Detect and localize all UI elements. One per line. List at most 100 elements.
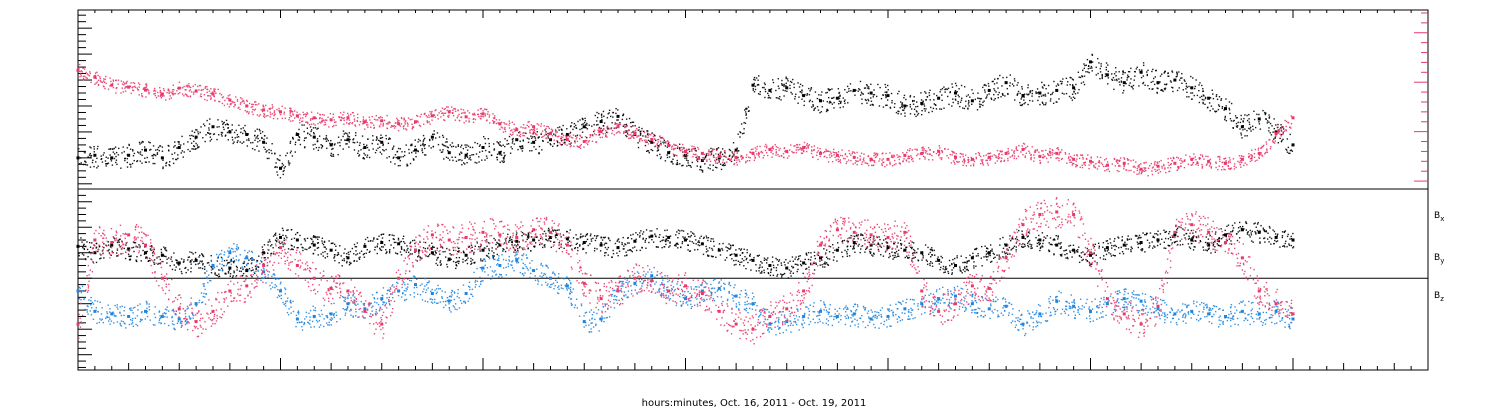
series-ion-density-point — [667, 151, 671, 155]
series-bz-point — [1291, 312, 1295, 316]
series-bx-point — [1207, 243, 1211, 247]
series-ion-density-point — [414, 148, 417, 152]
series-ion-density-point — [1038, 91, 1042, 95]
series-bz-point — [1156, 304, 1160, 308]
series-velocity-point — [549, 132, 552, 136]
series-ion-density-point — [127, 153, 131, 157]
legend-bx: Bx — [1434, 211, 1444, 223]
series-bz-point — [937, 309, 941, 313]
series-by-point — [684, 297, 687, 301]
series-velocity-point — [177, 86, 181, 90]
series-ion-density-point — [1156, 81, 1160, 85]
series-ion-density-point — [1240, 125, 1244, 129]
series-bz-point — [599, 297, 603, 301]
series-ion-density-point — [312, 135, 316, 139]
series-ion-density-point — [565, 133, 569, 137]
series-velocity-point — [93, 75, 97, 79]
series-by-point — [549, 276, 552, 280]
series-ion-density-point — [481, 145, 485, 149]
series-bz-point — [835, 228, 839, 232]
series-bz-point — [515, 235, 519, 239]
series-bx-point — [397, 242, 401, 246]
series-bx-point — [447, 257, 451, 261]
series-velocity-point — [127, 85, 131, 89]
series-ion-density-point — [532, 140, 536, 144]
series-velocity-point — [920, 151, 924, 155]
series-bx-point — [346, 256, 350, 260]
series-velocity-point — [1055, 151, 1059, 155]
series-bx-point — [194, 258, 198, 262]
series-by-point — [1240, 309, 1244, 313]
series-by-point — [144, 309, 147, 313]
series-velocity-point — [498, 122, 502, 126]
series-bz-point — [954, 302, 957, 306]
series-bz-point — [295, 263, 299, 267]
series-bz-point — [1004, 256, 1008, 260]
series-bx-point — [1190, 238, 1194, 242]
series-bz-point — [1038, 212, 1042, 216]
series-by-point — [127, 314, 131, 318]
series-by-point — [751, 302, 755, 306]
series-bz-point — [987, 286, 991, 290]
series-ion-density-point — [549, 138, 552, 142]
series-ion-density-point — [1274, 130, 1278, 134]
series-by-point — [1224, 314, 1227, 318]
time-axis — [77, 10, 1429, 370]
series-ion-density-point — [245, 133, 249, 137]
series-bx-point — [1274, 235, 1278, 239]
series-by-point — [245, 256, 249, 260]
series-bx-point — [1072, 248, 1076, 252]
series-ion-density-point — [920, 101, 924, 105]
series-bx-point — [515, 239, 519, 243]
series-velocity-point — [532, 125, 536, 129]
series-by-point — [582, 320, 586, 324]
series-bz-point — [1190, 223, 1194, 227]
series-ion-density-point — [1173, 78, 1177, 82]
series-velocity-point — [768, 147, 772, 151]
series-velocity-point — [1072, 157, 1076, 161]
series-by-point — [312, 314, 316, 318]
series-velocity-point — [346, 116, 350, 120]
series-velocity-point — [1038, 154, 1042, 158]
series-bx-point — [177, 261, 181, 265]
series-velocity-point — [515, 128, 519, 132]
series-velocity-point — [464, 115, 468, 119]
series-velocity-point — [565, 138, 569, 142]
series-ion-density-point — [1072, 86, 1076, 90]
series-by-point — [1021, 322, 1025, 326]
series-velocity-point — [430, 114, 434, 118]
series-by-point — [768, 322, 772, 326]
series-bz-point — [1173, 230, 1177, 234]
legend-label-sub: z — [1440, 295, 1444, 303]
series-velocity — [76, 63, 1295, 177]
series-by-point — [329, 312, 333, 316]
series-by-point — [1274, 309, 1278, 313]
series-bz-point — [397, 276, 401, 280]
series-velocity-point — [650, 138, 654, 142]
series-by-point — [1055, 299, 1059, 303]
series-ion-density-point — [1004, 81, 1008, 85]
series-velocity-point — [211, 92, 215, 96]
series-bx-point — [1021, 235, 1025, 239]
series-bz-point — [1240, 256, 1244, 260]
series-ion-density — [76, 53, 1295, 179]
series-ion-density-point — [211, 125, 215, 129]
series-bz-point — [262, 263, 266, 267]
series-bx-point — [295, 238, 299, 242]
series-bx-point — [987, 251, 991, 255]
series-bx-point — [582, 241, 586, 245]
series-by-point — [515, 258, 519, 262]
series-bx-point — [1224, 233, 1227, 237]
series-ion-density-point — [835, 96, 839, 100]
series-bz-point — [498, 233, 502, 237]
series-bz-point — [700, 292, 704, 296]
series-by-point — [717, 286, 721, 290]
series-by-point — [1156, 307, 1160, 311]
series-by-point — [295, 317, 299, 321]
series-bx-point — [1291, 238, 1295, 242]
series-bx-point — [262, 251, 266, 255]
series-bx-texture — [78, 221, 1295, 279]
series-velocity-point — [700, 151, 704, 155]
series-ion-density-point — [76, 156, 80, 160]
